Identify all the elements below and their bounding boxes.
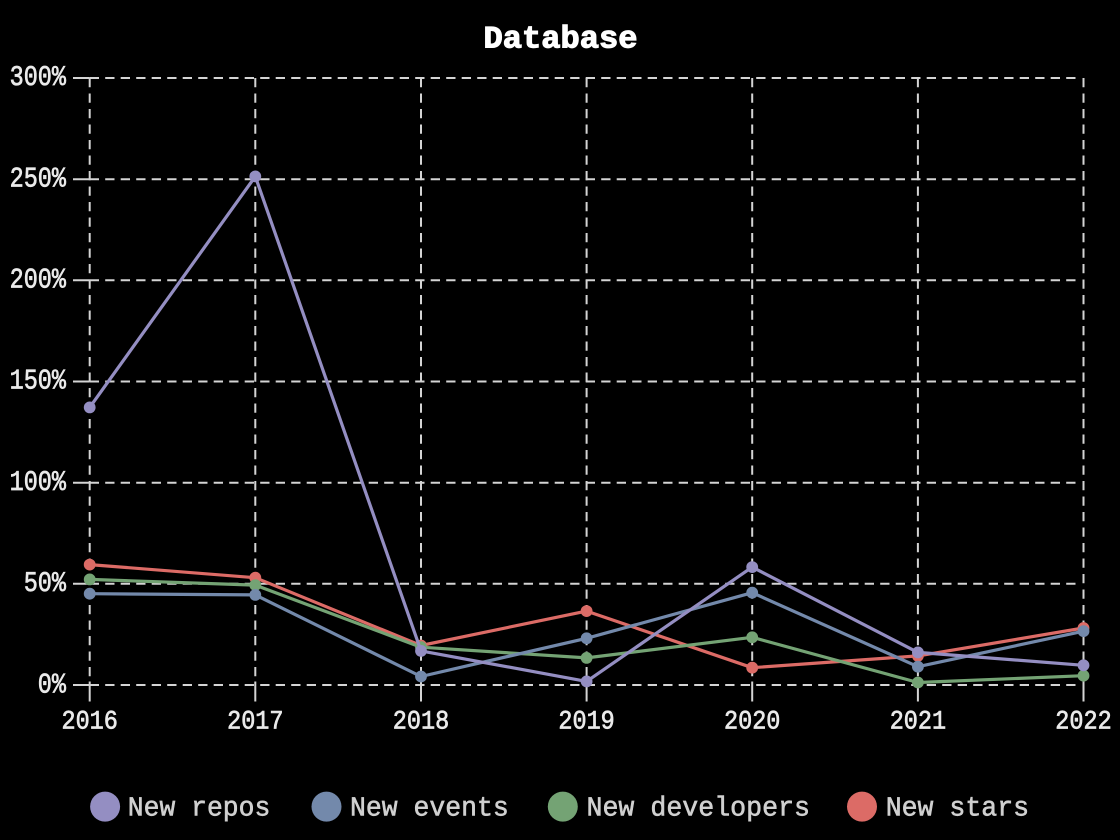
svg-text:2016: 2016 — [61, 707, 117, 737]
svg-text:2022: 2022 — [1055, 707, 1111, 737]
svg-text:2021: 2021 — [890, 707, 946, 737]
svg-text:50%: 50% — [24, 567, 67, 600]
svg-text:2019: 2019 — [558, 707, 614, 737]
svg-text:New events: New events — [350, 793, 509, 824]
svg-text:New stars: New stars — [886, 793, 1029, 824]
svg-text:200%: 200% — [10, 264, 67, 297]
svg-text:250%: 250% — [10, 162, 67, 195]
svg-text:2017: 2017 — [227, 707, 283, 737]
svg-text:2020: 2020 — [724, 707, 780, 737]
svg-text:Database: Database — [484, 23, 638, 58]
svg-text:New developers: New developers — [587, 793, 811, 824]
svg-text:300%: 300% — [10, 61, 67, 94]
svg-text:2018: 2018 — [393, 707, 449, 737]
svg-text:100%: 100% — [10, 466, 67, 499]
svg-text:New repos: New repos — [128, 793, 270, 824]
svg-text:150%: 150% — [10, 365, 67, 398]
svg-text:0%: 0% — [38, 668, 67, 701]
